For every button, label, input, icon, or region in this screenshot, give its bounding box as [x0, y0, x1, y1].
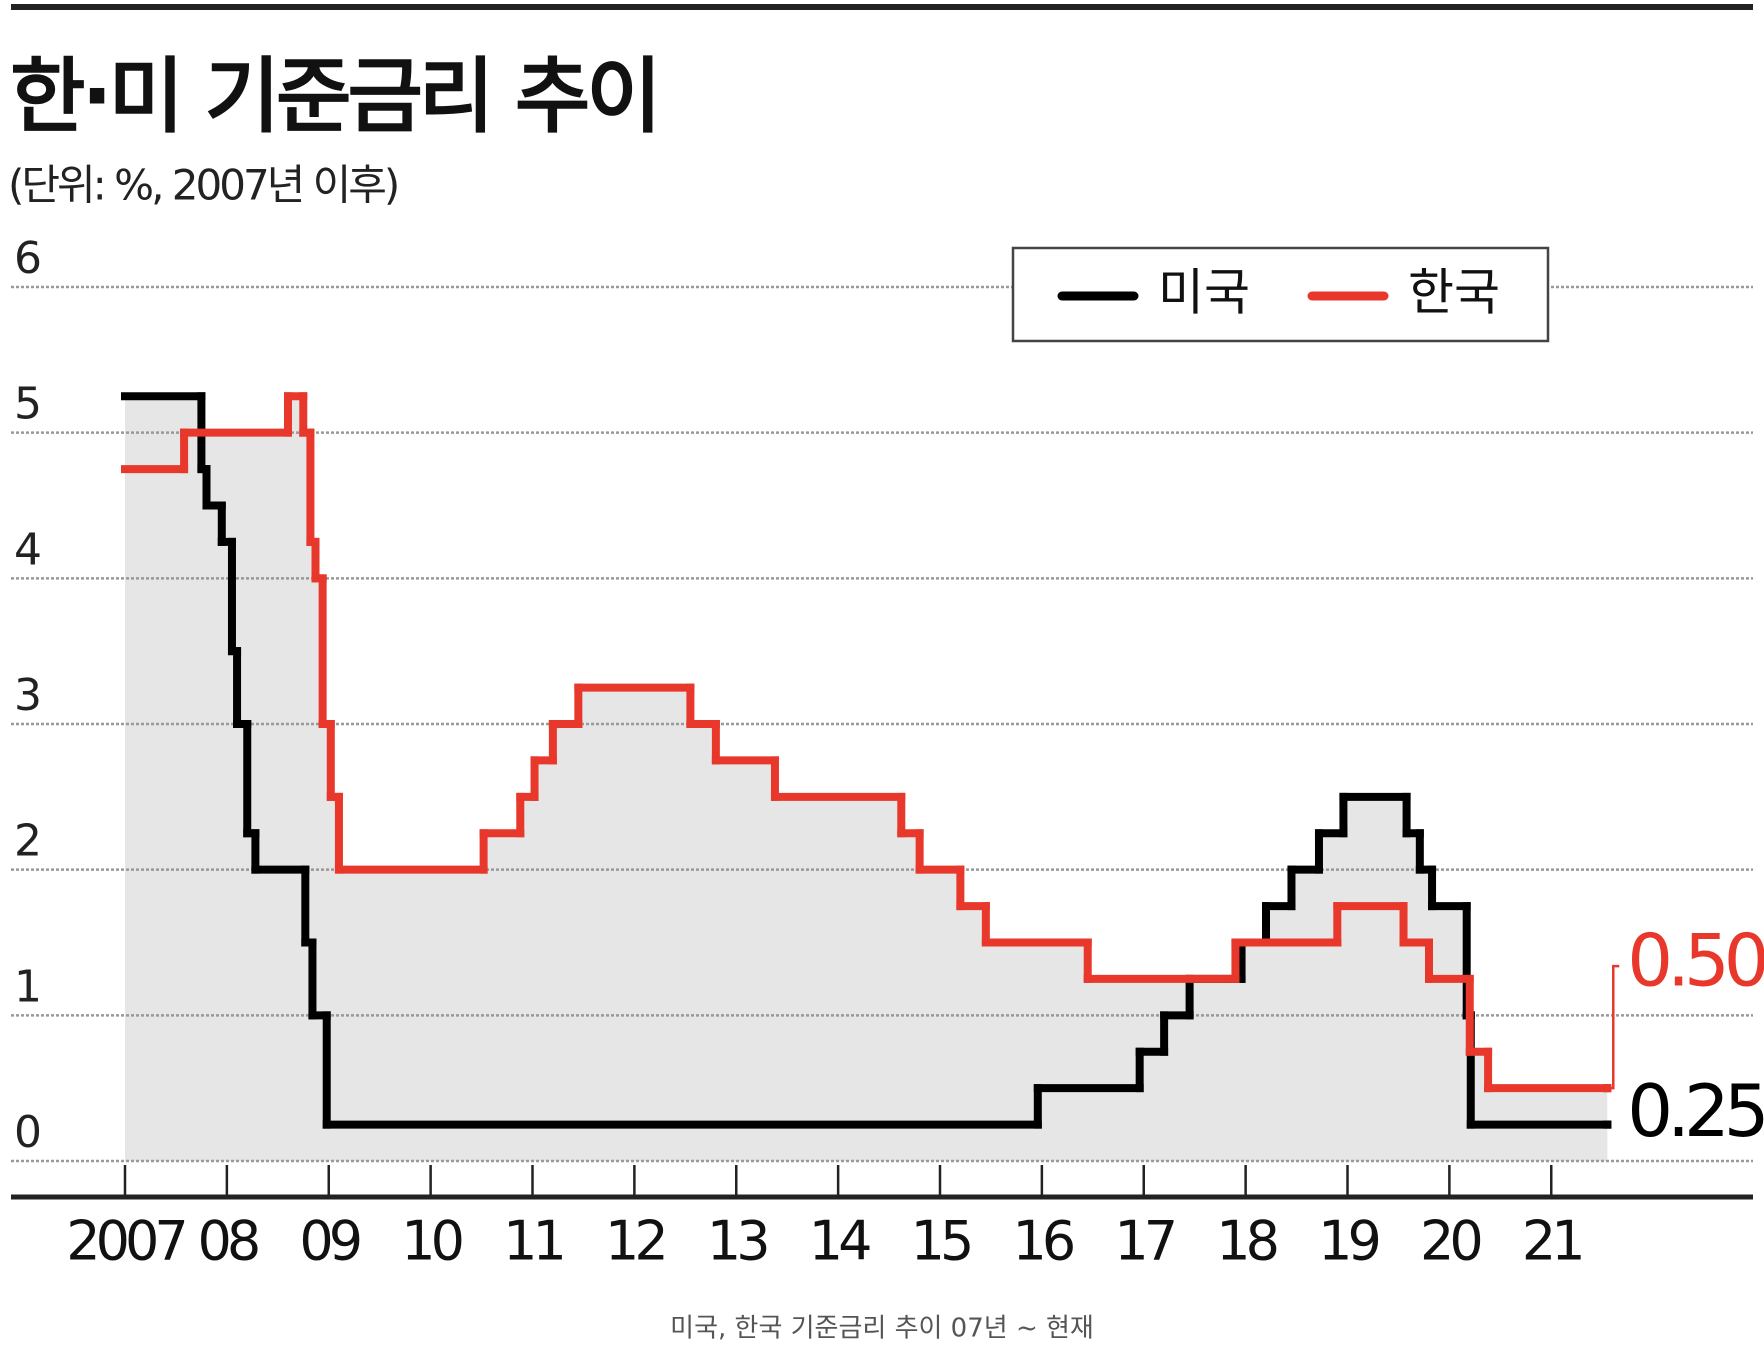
- legend-label: 미국: [1158, 264, 1250, 322]
- x-tick-label: 19: [1318, 1210, 1378, 1273]
- x-tick-label: 18: [1216, 1210, 1276, 1273]
- y-tick-label: 3: [14, 670, 39, 721]
- legend-box: [1011, 246, 1550, 343]
- y-tick-label: 1: [14, 961, 39, 1012]
- x-tick-label: 21: [1522, 1210, 1581, 1273]
- value-label: 0.50: [1627, 919, 1764, 1003]
- value-label: 0.25: [1627, 1069, 1764, 1153]
- x-tick-label: 13: [707, 1210, 767, 1273]
- x-tick-label: 17: [1114, 1210, 1173, 1273]
- legend: 미국 한국: [1011, 246, 1550, 343]
- x-tick-label: 14: [809, 1210, 870, 1273]
- y-tick-label: 0: [14, 1107, 40, 1158]
- y-tick-label: 6: [14, 233, 40, 284]
- x-tick-label: 15: [911, 1210, 970, 1273]
- y-tick-label: 4: [14, 524, 40, 575]
- chart-title: 한·미 기준금리 추이: [10, 49, 658, 144]
- x-tick-label: 20: [1420, 1210, 1480, 1273]
- caption: 미국, 한국 기준금리 추이 07년 ~ 현재: [670, 1314, 1094, 1344]
- x-tick-label: 16: [1013, 1210, 1073, 1273]
- legend-label: 한국: [1408, 264, 1500, 322]
- x-tick-label: 10: [401, 1210, 461, 1273]
- x-tick-label: 08: [198, 1210, 258, 1273]
- x-tick-label: 2007: [66, 1210, 184, 1273]
- subtitle: (단위: %, 2007년 이후): [8, 161, 397, 210]
- y-tick-label: 2: [14, 816, 39, 867]
- x-tick-label: 09: [299, 1210, 359, 1273]
- x-tick-label: 11: [503, 1210, 562, 1273]
- x-tick-label: 12: [605, 1210, 664, 1273]
- y-tick-label: 5: [14, 379, 39, 430]
- series-line: [121, 392, 1612, 1093]
- label-leader: [1607, 964, 1620, 1090]
